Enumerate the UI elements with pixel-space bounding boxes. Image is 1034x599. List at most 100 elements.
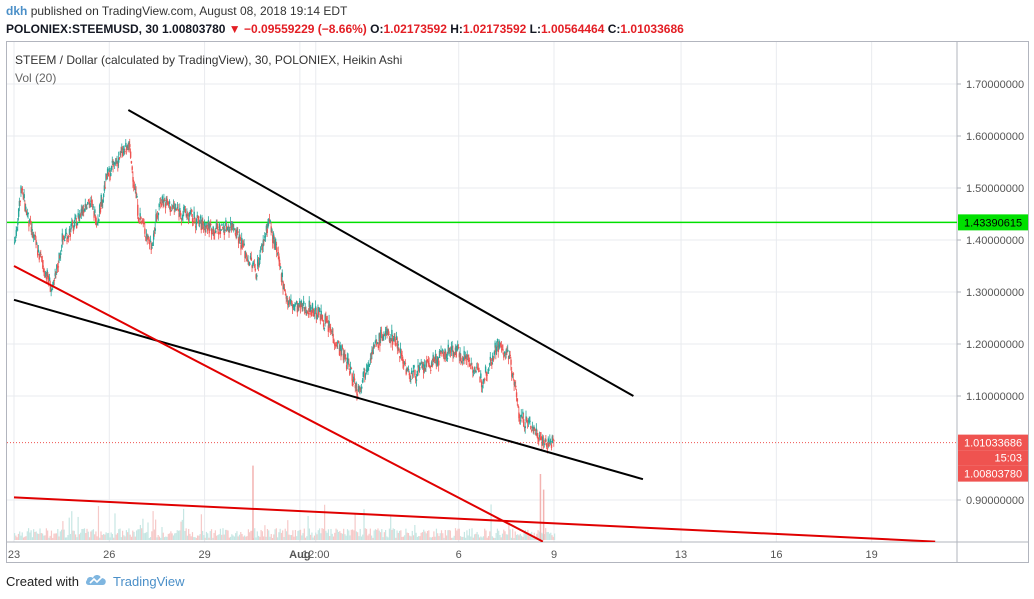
volume-bar — [462, 536, 464, 540]
volume-bar — [493, 537, 495, 540]
candle-body — [223, 231, 226, 235]
candle-body — [457, 344, 459, 346]
volume-bar — [381, 529, 383, 540]
candle-body — [523, 427, 526, 429]
candle-body — [75, 222, 78, 229]
volume-bar — [487, 536, 490, 540]
candle-body — [436, 360, 438, 365]
candle-body — [246, 258, 249, 262]
candle-body — [415, 379, 418, 381]
volume-bar — [491, 536, 493, 540]
candle-body — [459, 352, 461, 356]
volume-bar — [434, 536, 436, 540]
candle-body — [496, 346, 498, 352]
volume-bar — [16, 537, 18, 540]
candle-body — [219, 230, 222, 235]
volume-bar — [398, 530, 401, 540]
volume-bar — [368, 533, 370, 540]
candle-body — [166, 198, 168, 201]
candle-body — [149, 240, 152, 242]
volume-bar — [448, 529, 450, 540]
candle-body — [264, 236, 266, 238]
volume-bar — [53, 533, 55, 540]
candle-body — [71, 221, 73, 225]
candle-body — [64, 239, 66, 241]
volume-bar — [340, 533, 342, 540]
candle-body — [498, 344, 500, 348]
candle-body — [206, 228, 209, 231]
candle-body — [130, 161, 133, 164]
volume-bar — [410, 536, 412, 540]
candle-body — [52, 281, 55, 285]
candle-body — [118, 157, 120, 163]
candle-body — [25, 211, 28, 216]
volume-bar — [371, 535, 373, 540]
candle-body — [187, 218, 190, 221]
candle-body — [265, 225, 268, 231]
candle-body — [318, 310, 320, 316]
candle-body — [121, 148, 123, 150]
candle-body — [465, 356, 468, 359]
candle-body — [431, 364, 434, 367]
volume-bar — [141, 528, 143, 540]
trendline-2[interactable] — [13, 298, 644, 481]
candle-body — [139, 213, 141, 217]
candle-body — [544, 439, 546, 442]
trendline-3[interactable] — [13, 265, 544, 542]
volume-bar — [424, 531, 426, 540]
candle-body — [152, 244, 154, 246]
candle-body — [234, 232, 237, 235]
candle-body — [39, 251, 41, 255]
candle-body — [230, 226, 233, 230]
trendline-4[interactable] — [13, 496, 936, 542]
candle-body — [318, 308, 321, 312]
candle-body — [421, 365, 423, 369]
candle-body — [551, 436, 554, 443]
candle-body — [332, 333, 334, 338]
candle-body — [428, 363, 430, 365]
candle-body — [233, 229, 236, 231]
trendline-1[interactable] — [127, 109, 634, 397]
tradingview-link[interactable]: TradingView — [112, 574, 185, 589]
volume-bar — [57, 529, 59, 540]
candle-body — [291, 301, 293, 304]
candle-body — [442, 353, 445, 357]
volume-bar — [379, 532, 382, 540]
candle-body — [180, 218, 183, 220]
author-link[interactable]: dkh — [6, 4, 28, 18]
volume-bar — [52, 537, 54, 540]
candle-body — [111, 160, 114, 163]
candle-body — [107, 172, 110, 177]
candle-body — [447, 344, 449, 353]
volume-bar — [443, 537, 445, 540]
volume-bar — [110, 532, 112, 540]
candle-body — [179, 208, 181, 213]
candle-body — [168, 201, 171, 204]
volume-bar — [226, 529, 228, 540]
y-tick-label: 1.70000000 — [966, 79, 1024, 91]
candle-body — [435, 359, 438, 366]
candle-body — [314, 306, 317, 311]
volume-bar — [302, 533, 304, 540]
volume-bar — [67, 535, 69, 540]
candle-body — [415, 376, 417, 380]
volume-bar — [138, 529, 140, 540]
volume-bar — [456, 530, 458, 540]
candle-body — [153, 232, 156, 234]
candle-body — [276, 253, 279, 255]
volume-bar — [217, 535, 219, 540]
volume-bar — [125, 530, 128, 540]
candle-body — [405, 369, 407, 375]
volume-bar — [38, 533, 40, 540]
candle-body — [163, 199, 165, 203]
candle-body — [186, 214, 188, 217]
volume-bar — [76, 537, 78, 540]
candle-body — [426, 360, 428, 362]
volume-bar — [15, 535, 17, 540]
candle-body — [17, 222, 19, 225]
candle-body — [480, 381, 483, 388]
candle-body — [142, 221, 145, 223]
candle-body — [44, 272, 47, 275]
volume-bar — [271, 537, 274, 540]
